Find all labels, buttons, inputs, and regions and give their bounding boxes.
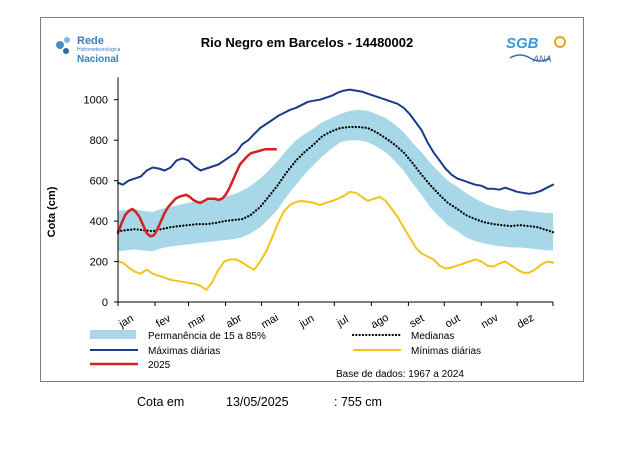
- legend-label-m-nimas-di-rias: Mínimas diárias: [411, 346, 481, 357]
- band-permanencia: [118, 109, 553, 252]
- y-axis-title: Cota (cm): [46, 186, 58, 237]
- footer-value: : 755 cm: [334, 395, 382, 409]
- series-line-2025: [116, 148, 277, 238]
- series-line-medianas: [116, 125, 555, 234]
- y-tick-label: 600: [90, 176, 108, 188]
- legend-swatch-perman-ncia-de-15-a-85: [90, 330, 136, 339]
- sgb-logo-text: SGB: [506, 35, 539, 52]
- x-tick-label: abr: [224, 312, 244, 331]
- legend-label-perman-ncia-de-15-a-85: Permanência de 15 a 85%: [148, 331, 266, 342]
- rede-logo-line1: Rede: [77, 35, 104, 47]
- legend-label-medianas: Medianas: [411, 331, 454, 342]
- y-tick-label: 200: [90, 257, 108, 269]
- sgb-logo-ring-icon: [554, 36, 566, 48]
- footer-label: Cota em: [137, 395, 185, 409]
- x-tick-label: jul: [334, 313, 350, 329]
- x-tick-label: mar: [186, 311, 209, 331]
- legend-label-m-ximas-di-rias: Máximas diárias: [148, 346, 220, 357]
- rede-logo-line3: Nacional: [77, 54, 119, 65]
- series-line-m-ximas-di-rias: [117, 88, 554, 195]
- legend: Permanência de 15 a 85% Medianas Máximas d…: [90, 330, 481, 371]
- sgb-ana-logo: SGB ANA: [506, 35, 566, 64]
- x-tick-label: fev: [154, 312, 173, 330]
- series-line-m-nimas-di-rias: [117, 190, 554, 291]
- x-tick-label: out: [443, 312, 462, 330]
- x-tick-label: ago: [369, 312, 391, 332]
- x-tick-label: jan: [116, 313, 136, 331]
- y-tick-label: 0: [102, 297, 108, 309]
- x-tick-label: set: [408, 313, 427, 331]
- legend-label-2025: 2025: [148, 360, 171, 371]
- footer-date: 13/05/2025: [226, 395, 289, 409]
- chart-frame: [40, 17, 584, 382]
- x-tick-label: mai: [259, 312, 280, 331]
- logo-dot-icon: [63, 48, 69, 54]
- logo-dot-icon: [64, 37, 70, 43]
- rede-logo-line2: Hidrometeorológica: [77, 47, 121, 53]
- y-tick-label: 1000: [84, 95, 108, 107]
- ana-logo-text: ANA: [532, 54, 552, 64]
- database-range-text: Base de dados: 1967 a 2024: [336, 369, 464, 380]
- y-tick-label: 400: [90, 216, 108, 228]
- rede-logo: Rede Hidrometeorológica Nacional: [56, 35, 121, 65]
- x-tick-label: dez: [515, 312, 536, 331]
- x-tick-label: jun: [297, 313, 317, 331]
- chart-title: Rio Negro em Barcelos - 14480002: [201, 35, 413, 50]
- wave-icon: [509, 54, 551, 62]
- logo-dot-icon: [56, 41, 64, 49]
- y-tick-label: 800: [90, 135, 108, 147]
- x-tick-label: nov: [479, 312, 501, 332]
- plot-area: [116, 88, 555, 291]
